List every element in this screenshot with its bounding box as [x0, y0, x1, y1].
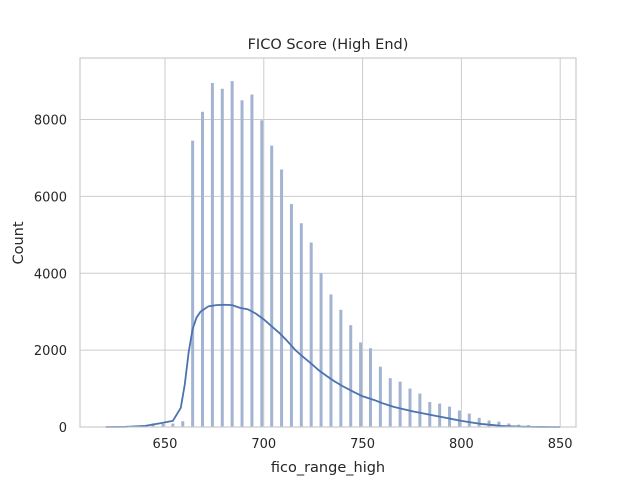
y-tick-label: 0 [59, 421, 67, 436]
histogram-bar [161, 423, 165, 427]
histogram-bar [457, 410, 461, 427]
histogram-bar [220, 88, 224, 427]
histogram-bar [378, 366, 382, 427]
histogram-bar [191, 140, 195, 427]
tick-layer: 650 700 750 800 850 0 2000 4000 6000 8000 [34, 114, 573, 453]
plot-frame [79, 57, 577, 428]
histogram-bar [507, 423, 511, 427]
histogram-bar [280, 169, 284, 427]
histogram-bar [368, 348, 372, 427]
histogram-bar [309, 242, 313, 427]
histogram-bar [230, 81, 234, 427]
x-tick-label: 850 [548, 437, 573, 452]
chart-title: FICO Score (High End) [248, 37, 409, 53]
histogram-bar [359, 342, 363, 427]
histogram-bar [329, 294, 333, 427]
histogram-bar [171, 423, 175, 427]
histogram-bar [210, 82, 214, 427]
kde-curve [105, 303, 561, 428]
x-tick-label: 650 [153, 437, 178, 452]
histogram-bar [467, 413, 471, 427]
histogram-bar [181, 421, 185, 427]
y-tick-label: 6000 [34, 190, 67, 205]
histogram-bar [201, 111, 205, 427]
y-tick-label: 2000 [34, 344, 67, 359]
bar-layer [112, 81, 562, 428]
histogram-bar [477, 417, 481, 427]
histogram-bar [319, 273, 323, 427]
histogram-bar [339, 309, 343, 427]
histogram-bar [408, 388, 412, 427]
histogram-bar [398, 381, 402, 427]
histogram-bar [299, 223, 303, 427]
histogram-bar [260, 120, 264, 428]
histogram-bar [418, 393, 422, 427]
y-axis-label: Count [11, 221, 27, 264]
x-axis-label: fico_range_high [271, 460, 385, 476]
y-tick-label: 8000 [34, 114, 67, 129]
histogram-bar [289, 204, 293, 427]
histogram-bar [487, 420, 491, 427]
histogram-bar [250, 94, 254, 428]
axes-frame [79, 57, 577, 428]
histogram-bar [388, 378, 392, 427]
histogram-bar [497, 421, 501, 427]
x-tick-label: 800 [449, 437, 474, 452]
grid-layer [80, 58, 576, 428]
x-tick-label: 750 [350, 437, 375, 452]
histogram-bar [240, 100, 244, 427]
histogram-bar [438, 403, 442, 427]
kde-layer [105, 303, 561, 428]
histogram-bar [270, 145, 274, 427]
histogram-bar [448, 406, 452, 427]
histogram-bar [349, 325, 353, 427]
x-tick-label: 700 [251, 437, 276, 452]
y-tick-label: 4000 [34, 267, 67, 282]
